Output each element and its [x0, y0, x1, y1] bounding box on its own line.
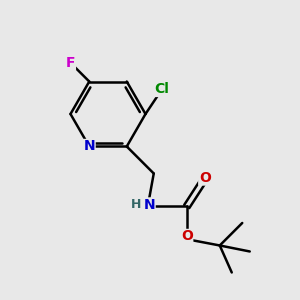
Text: O: O — [181, 230, 193, 244]
Text: N: N — [83, 140, 95, 154]
Text: N: N — [143, 198, 155, 212]
Text: F: F — [66, 56, 75, 70]
Text: O: O — [199, 171, 211, 185]
Text: H: H — [131, 199, 142, 212]
Text: Cl: Cl — [154, 82, 169, 96]
